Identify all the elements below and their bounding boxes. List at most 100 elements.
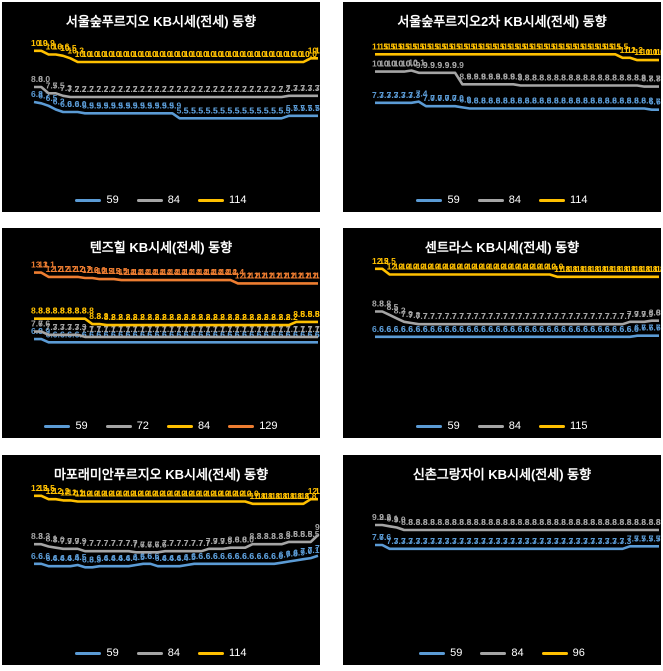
data-label: 8.8 [46, 306, 58, 316]
data-label: 6.8 [583, 96, 595, 106]
data-label: 6.6 [184, 329, 196, 339]
data-label: 6.6 [206, 329, 218, 339]
data-label: 8.9 [510, 71, 522, 81]
data-label: 7.1 [82, 324, 94, 334]
data-label: 7.3 [394, 90, 406, 100]
data-label: 6.9 [38, 326, 50, 336]
data-label: 12.0 [118, 489, 135, 499]
data-label: 11.5 [459, 41, 475, 51]
legend-label: 115 [569, 420, 588, 432]
data-label: 12.2 [308, 486, 320, 496]
data-label: 8.9 [503, 71, 515, 81]
data-label: 6.4 [67, 553, 79, 563]
data-label: 6.4 [60, 553, 72, 563]
data-label: 12.0 [416, 262, 433, 272]
data-label: 6.5 [133, 552, 145, 562]
legend-swatch [477, 198, 504, 202]
chart-title: 신촌그랑자이 KB시세(전세) 동향 [412, 467, 592, 482]
data-label: 11.5 [569, 41, 585, 51]
data-label: 8.7 [656, 74, 661, 84]
data-label: 10.0 [286, 49, 303, 59]
data-label: 7.3 [554, 536, 566, 546]
data-label: 12.0 [75, 489, 92, 499]
data-label: 10.0 [155, 49, 172, 59]
data-label: 7.1 [213, 324, 225, 334]
data-label: 6.6 [627, 324, 639, 334]
data-label: 11.0 [649, 47, 661, 57]
legend-label: 114 [228, 647, 247, 659]
data-label: 12.1 [235, 270, 252, 280]
data-label: 7.7 [191, 538, 203, 548]
data-label: 12.0 [401, 262, 418, 272]
data-label: 5.5 [177, 105, 189, 115]
data-label: 8.0 [649, 308, 661, 318]
data-label: 12.0 [133, 489, 150, 499]
data-label: 9.9 [416, 60, 428, 70]
legend-label: 84 [511, 647, 524, 659]
data-label: 7.9 [634, 309, 646, 319]
data-label: 8.8 [518, 73, 530, 83]
data-label: 10.0 [394, 59, 411, 69]
data-label: 7.6 [155, 539, 167, 549]
data-label: 8.8 [60, 306, 72, 316]
data-label: 6.6 [438, 324, 450, 334]
data-label: 10.0 [257, 49, 274, 59]
data-label: 6.0 [75, 99, 87, 109]
data-label: 8.5 [315, 309, 320, 319]
data-label: 8.8 [620, 517, 632, 527]
data-label: 7.7 [445, 311, 457, 321]
data-label: 11.5 [532, 41, 548, 51]
data-label: 8.8 [576, 73, 588, 83]
data-label: 6.6 [162, 329, 174, 339]
data-label: 6.4 [104, 553, 116, 563]
data-label: 7.7 [104, 538, 116, 548]
data-label: 6.7 [656, 97, 661, 107]
data-label: 8.8 [554, 517, 566, 527]
data-label: 12.0 [459, 262, 476, 272]
data-label: 8.8 [583, 73, 595, 83]
data-label: 7.7 [97, 538, 109, 548]
data-label: 6.6 [257, 329, 269, 339]
data-label: 5.9 [104, 100, 116, 110]
data-label: 6.8 [547, 96, 559, 106]
data-label: 12.1 [308, 270, 320, 280]
data-label: 6.7 [634, 323, 646, 333]
data-label: 6.6 [271, 551, 283, 561]
data-label: 10.6 [53, 42, 70, 52]
data-label: 7.6 [133, 539, 145, 549]
data-label: 8.8 [583, 517, 595, 527]
data-label: 10.0 [228, 49, 245, 59]
data-label: 8.8 [31, 306, 43, 316]
data-label: 6.8 [561, 96, 573, 106]
data-label: 6.6 [612, 324, 624, 334]
legend-swatch [538, 198, 565, 202]
data-label: 6.6 [140, 329, 152, 339]
data-label: 8.2 [220, 312, 232, 322]
data-label: 11.8 [300, 491, 316, 501]
data-label: 8.8 [489, 517, 501, 527]
data-label: 6.8 [518, 96, 530, 106]
data-label: 8.5 [293, 309, 305, 319]
data-label: 11.5 [554, 41, 570, 51]
data-label: 5.5 [257, 105, 269, 115]
data-label: 9.0 [394, 515, 406, 525]
data-label: 6.6 [300, 329, 312, 339]
data-label: 7.7 [459, 311, 471, 321]
data-label: 8.8 [540, 517, 552, 527]
data-label: 12.5 [111, 266, 128, 276]
data-label: 5.5 [213, 105, 225, 115]
data-label: 7.3 [408, 90, 420, 100]
data-label: 12.4 [213, 267, 230, 277]
data-label: 8.8 [518, 517, 530, 527]
data-label: 11.5 [372, 41, 388, 51]
data-label: 6.6 [213, 329, 225, 339]
data-label: 7.7 [496, 311, 508, 321]
data-label: 6.6 [583, 324, 595, 334]
data-label: 7.3 [286, 83, 298, 93]
data-label: 10.5 [60, 43, 77, 53]
data-label: 8.8 [408, 517, 420, 527]
data-label: 13.1 [31, 260, 48, 270]
data-label: 10.0 [162, 49, 179, 59]
legend-label: 59 [106, 647, 119, 659]
data-label: 6.8 [576, 96, 588, 106]
